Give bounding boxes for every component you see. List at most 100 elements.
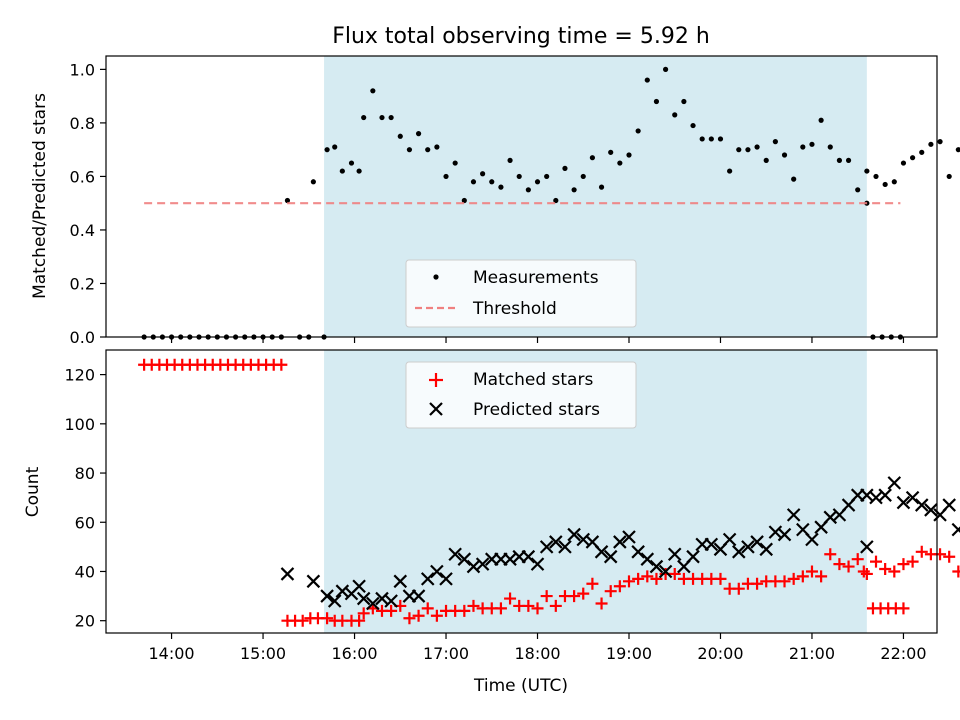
matched-star-point <box>870 555 883 568</box>
bottom-xtick-label: 15:00 <box>240 644 286 663</box>
bottom-xtick-label: 22:00 <box>880 644 926 663</box>
top-legend-box <box>405 259 637 328</box>
predicted-star-point <box>475 557 490 571</box>
matched-star-point <box>577 587 590 600</box>
measurement-point <box>681 98 687 105</box>
predicted-star-point <box>567 527 581 542</box>
predicted-star-point <box>914 498 929 512</box>
bottom-x-ticks: 14:00 15:00 16:00 17:00 18:00 19:00 20:00 21:00… <box>149 633 927 663</box>
measurement-point <box>507 157 513 163</box>
matched-star-point <box>778 575 791 588</box>
matched-star-point <box>458 604 471 617</box>
measurement-point <box>827 144 833 150</box>
predicted-star-point <box>631 545 645 559</box>
bottom-ytick-label: 120 <box>64 366 95 385</box>
bottom-xtick-label: 21:00 <box>789 644 835 663</box>
matched-star-point <box>622 575 635 588</box>
matched-star-point <box>943 550 956 563</box>
matched-star-point <box>632 572 645 585</box>
predicted-star-point <box>530 557 545 571</box>
matched-star-point <box>531 602 544 615</box>
measurement-point <box>818 117 824 123</box>
measurement-point <box>937 139 943 145</box>
matched-star-point <box>403 612 416 625</box>
top-ytick-label: 0.4 <box>70 221 95 240</box>
matched-star-point <box>952 565 960 578</box>
bottom-ytick-label: 100 <box>64 415 95 434</box>
predicted-star-point <box>558 540 572 554</box>
predicted-star-point <box>457 552 472 566</box>
measurement-point <box>809 141 815 147</box>
measurement-point <box>644 77 650 83</box>
predicted-star-point <box>613 535 627 549</box>
top-ytick-label: 1.0 <box>70 60 95 79</box>
top-panel: Flux total observing time = 5.92 h 0.00.… <box>30 24 960 347</box>
measurement-point <box>690 122 696 129</box>
predicted-star-point <box>887 476 902 490</box>
matched-star-point <box>296 614 309 627</box>
measurement-point <box>452 160 458 166</box>
measurement-point <box>836 157 843 163</box>
predicted-star-point <box>356 591 371 606</box>
matched-star-point <box>897 558 910 571</box>
matched-star-point <box>385 604 398 617</box>
matched-star-point <box>824 548 837 561</box>
measurement-point <box>480 171 486 177</box>
predicted-star-point <box>521 549 536 564</box>
predicted-star-point <box>777 527 792 542</box>
matched-star-point <box>915 545 928 558</box>
predicted-star-point <box>622 530 636 544</box>
bottom-x-label: Time (UTC) <box>473 676 568 696</box>
bottom-xtick-label: 20:00 <box>697 644 743 663</box>
matched-star-point <box>842 560 855 573</box>
measurement-point <box>361 114 367 121</box>
matched-star-point <box>586 577 599 590</box>
predicted-star-point <box>732 545 746 559</box>
bottom-xtick-label: 19:00 <box>606 644 652 663</box>
measurement-point <box>348 160 355 166</box>
measurement-point <box>900 160 907 166</box>
predicted-star-point <box>280 567 295 581</box>
measurement-point <box>425 147 431 153</box>
predicted-star-point <box>905 490 920 505</box>
bottom-xtick-label: 16:00 <box>331 644 377 663</box>
predicted-star-point <box>649 559 664 574</box>
measurement-point <box>708 136 714 142</box>
predicted-star-point <box>549 535 563 549</box>
predicted-star-point <box>439 572 453 586</box>
predicted-star-point <box>686 549 700 564</box>
matched-star-point <box>275 358 288 371</box>
measurement-point <box>332 144 338 150</box>
matched-star-point <box>613 580 626 593</box>
predicted-star-point <box>869 490 883 505</box>
matched-star-point <box>796 570 809 583</box>
measurement-point <box>873 173 879 180</box>
predicted-star-point <box>603 549 618 564</box>
top-ytick-label: 0.2 <box>70 274 95 293</box>
measurement-point <box>955 147 960 153</box>
legend-threshold-label: Threshold <box>472 299 557 319</box>
matched-star-point <box>815 570 828 583</box>
predicted-star-point <box>594 545 609 559</box>
predicted-star-point <box>352 579 366 594</box>
predicted-star-point <box>951 522 960 537</box>
top-y-ticks: 0.0 0.2 0.4 0.6 0.8 1.0 <box>70 60 106 347</box>
measurement-point <box>672 112 678 118</box>
measurement-point <box>562 165 568 171</box>
measurement-point <box>310 179 316 185</box>
predicted-star-point <box>704 537 719 552</box>
measurement-point <box>598 184 605 190</box>
measurement-point <box>608 149 614 155</box>
measurement-point <box>544 173 550 180</box>
predicted-star-point <box>878 488 892 502</box>
measurement-point <box>470 179 477 185</box>
matched-star-point <box>888 565 901 578</box>
legend-measurements-label: Measurements <box>473 268 599 288</box>
top-ytick-label: 0.6 <box>70 167 95 186</box>
measurement-point <box>356 168 362 174</box>
measurement-point <box>745 147 751 153</box>
matched-star-point <box>714 572 727 585</box>
predicted-star-point <box>384 594 398 608</box>
measurement-point <box>324 147 330 153</box>
